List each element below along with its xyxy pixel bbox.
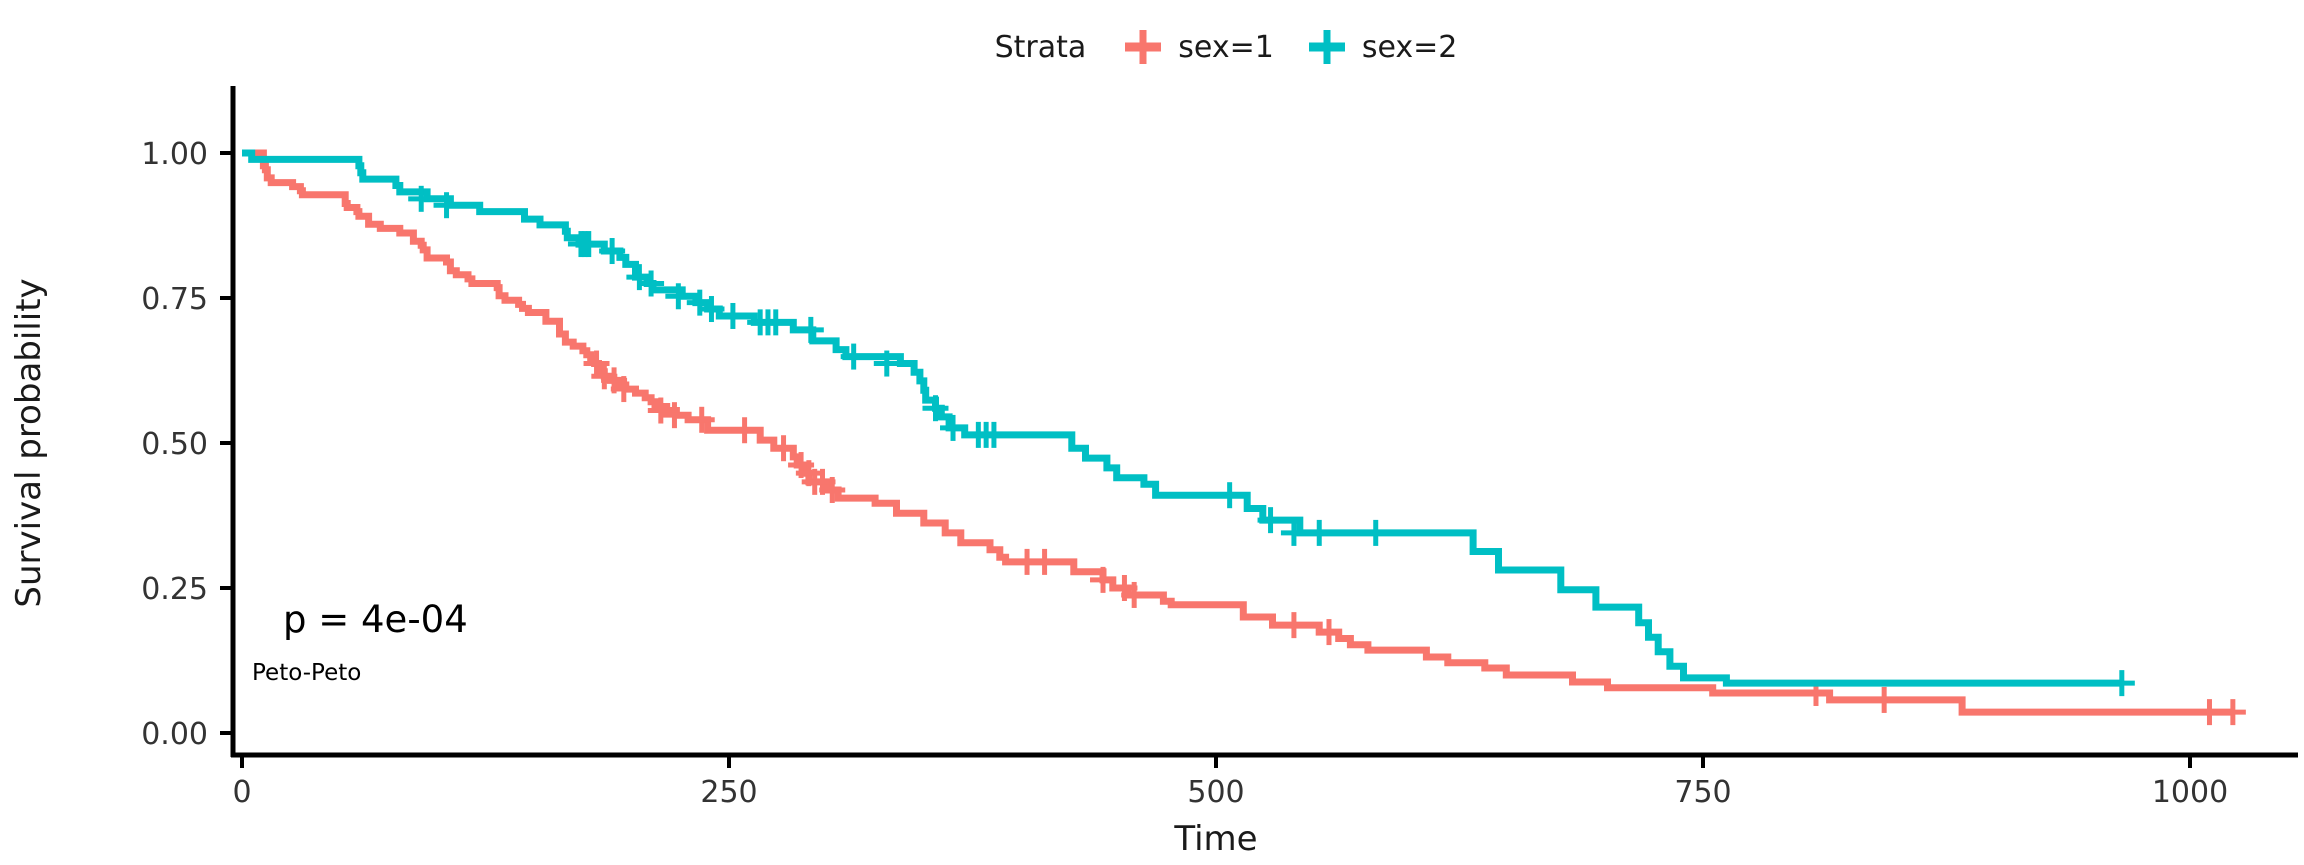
y-tick-label: 0.00 xyxy=(141,717,208,752)
x-tick-label: 1000 xyxy=(2152,775,2228,810)
legend-label-sex1: sex=1 xyxy=(1178,29,1274,65)
x-tick-label: 500 xyxy=(1187,775,1244,810)
km-curve-sex1 xyxy=(242,149,2233,716)
pvalue-text: p = 4e-04 xyxy=(283,598,468,641)
legend-title: Strata xyxy=(994,29,1087,65)
axes-layer: 0 250 500 750 1000 0.00 0.25 0.50 0.75 1.00 xyxy=(141,86,2298,810)
y-tick-label: 0.50 xyxy=(141,427,208,462)
legend: Strata sex=1 sex=2 xyxy=(74,24,2304,70)
legend-item-sex1: sex=1 xyxy=(1120,24,1274,70)
km-curve-sex2 xyxy=(242,149,2122,687)
x-axis-title: Time xyxy=(1173,819,1257,859)
y-axis-title: Survival probability xyxy=(9,278,49,607)
y-tick-label: 0.75 xyxy=(141,282,208,317)
legend-label-sex2: sex=2 xyxy=(1361,29,1458,65)
plus-marker-icon xyxy=(1125,30,1162,64)
curves-layer xyxy=(242,149,2246,726)
x-tick-label: 250 xyxy=(700,775,757,810)
plus-marker-icon xyxy=(1308,30,1345,64)
y-tick-label: 1.00 xyxy=(141,137,208,172)
y-tick-label: 0.25 xyxy=(141,572,208,607)
x-tick-label: 750 xyxy=(1674,775,1731,810)
x-tick-label: 0 xyxy=(232,775,251,810)
legend-item-sex2: sex=2 xyxy=(1304,24,1458,70)
method-text: Peto-Peto xyxy=(252,660,361,686)
